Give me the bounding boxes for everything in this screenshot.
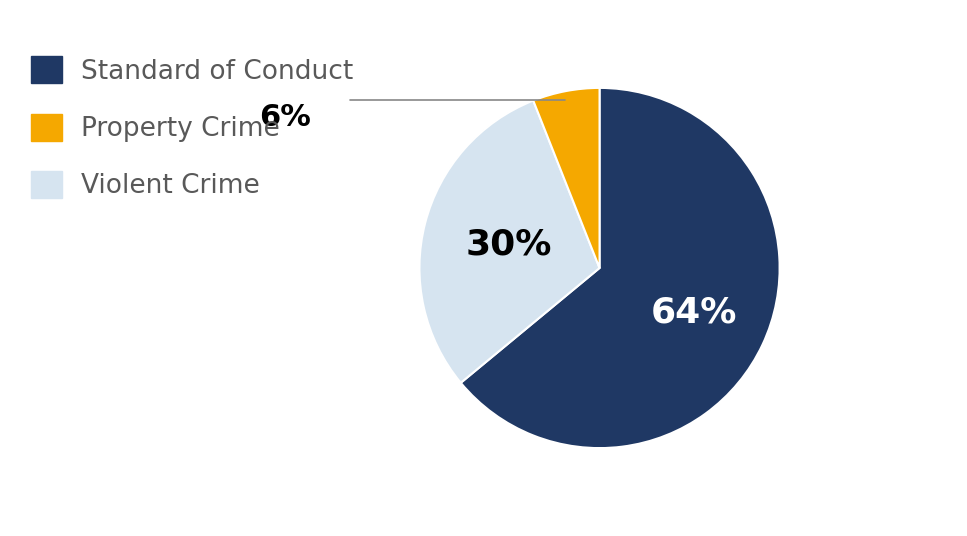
Text: 6%: 6% (259, 103, 311, 132)
Text: 30%: 30% (466, 228, 552, 262)
Wedge shape (460, 88, 779, 448)
Wedge shape (533, 88, 600, 268)
Wedge shape (420, 101, 600, 383)
Legend: Standard of Conduct, Property Crime, Violent Crime: Standard of Conduct, Property Crime, Vio… (31, 56, 353, 199)
Text: 64%: 64% (651, 295, 737, 330)
